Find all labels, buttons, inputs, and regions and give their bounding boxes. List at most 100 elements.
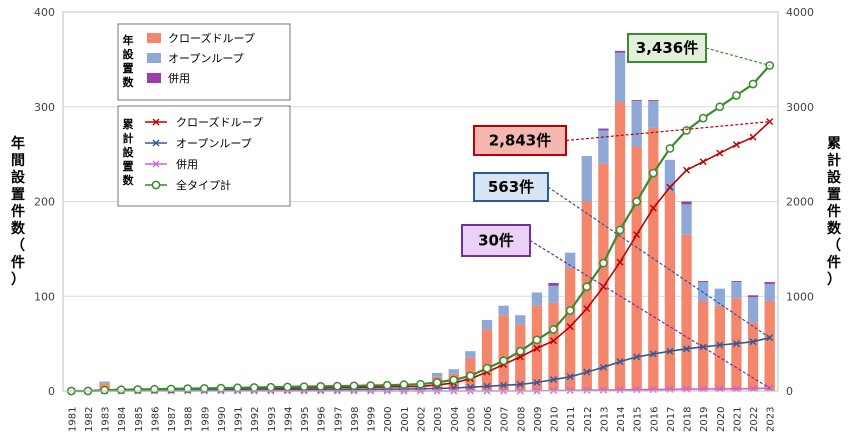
bar-segment xyxy=(515,315,526,325)
x-tick-label: 2023 xyxy=(766,407,777,432)
series-point xyxy=(550,337,558,345)
bar-segment xyxy=(681,204,692,235)
x-tick-label: 2003 xyxy=(433,407,444,432)
series-point xyxy=(666,347,674,355)
legend-label: クローズドループ xyxy=(176,115,263,129)
legend-label: 全タイプ計 xyxy=(176,178,231,192)
x-tick-label: 1998 xyxy=(350,407,361,432)
series-point xyxy=(582,282,592,292)
bar-segment xyxy=(731,282,742,299)
bar-segment xyxy=(747,297,759,323)
bar-segment xyxy=(648,100,659,102)
x-tick-label: 2020 xyxy=(716,407,727,432)
series-point xyxy=(316,382,326,391)
bar-segment xyxy=(747,322,759,391)
series-point xyxy=(416,379,425,389)
x-tick-label: 1992 xyxy=(250,407,261,432)
y-left-tick-label: 300 xyxy=(34,101,55,114)
cumulative-legend-title: 設 xyxy=(123,145,135,159)
y-left-axis-title: 件 xyxy=(11,203,25,220)
series-point xyxy=(566,373,574,381)
series-point xyxy=(599,386,607,394)
series-point xyxy=(716,149,724,157)
bar-segment xyxy=(548,302,559,391)
series-point xyxy=(532,335,542,345)
cumulative-legend-title: 計 xyxy=(123,131,134,145)
y-right-axis-title: （ xyxy=(827,238,841,254)
legend-swatch xyxy=(147,53,161,63)
series-point xyxy=(616,358,624,366)
series-point xyxy=(649,350,657,358)
bar-segment xyxy=(531,292,543,306)
bar-segment xyxy=(581,201,592,391)
bar-segment xyxy=(564,252,576,268)
series-point xyxy=(633,231,641,239)
callout-box xyxy=(473,172,549,202)
legend-marker xyxy=(151,180,161,190)
x-tick-label: 2022 xyxy=(749,407,760,432)
series-point xyxy=(648,168,658,178)
bar-segment xyxy=(648,101,659,128)
series-point xyxy=(749,133,757,141)
y-right-tick-label: 1000 xyxy=(786,290,814,303)
y-right-axis-title: 計 xyxy=(827,152,841,169)
x-tick-label: 2014 xyxy=(616,407,627,432)
bar-segment xyxy=(481,329,493,391)
series-point xyxy=(766,118,774,126)
bar-segment xyxy=(714,305,725,391)
legend-marker xyxy=(152,160,160,168)
bar-segment xyxy=(631,101,642,147)
series-point xyxy=(533,378,541,386)
series-point xyxy=(116,385,126,395)
series-point xyxy=(482,363,492,373)
cumulative-legend-title: 数 xyxy=(123,173,135,187)
x-tick-label: 1997 xyxy=(333,407,344,432)
series-point xyxy=(499,356,508,366)
callout-box xyxy=(473,125,567,156)
bar-segment xyxy=(99,381,110,384)
x-tick-label: 1996 xyxy=(317,407,328,432)
y-left-tick-label: 400 xyxy=(34,6,55,19)
series-point xyxy=(366,381,375,390)
y-right-axis-title: 件 xyxy=(827,254,841,271)
series-point xyxy=(516,380,524,388)
series-point xyxy=(616,258,624,266)
series-point xyxy=(616,386,624,394)
series-point xyxy=(649,204,657,212)
callout-label: 563件 xyxy=(488,178,534,196)
series-point xyxy=(583,305,591,313)
series-point xyxy=(150,384,159,394)
series-point xyxy=(715,102,725,112)
y-right-tick-label: 4000 xyxy=(786,6,814,19)
y-right-axis-title: 設 xyxy=(827,169,842,186)
bar-segment xyxy=(548,285,559,303)
x-tick-label: 1986 xyxy=(150,407,161,432)
x-tick-label: 1993 xyxy=(267,407,278,432)
bar-segment xyxy=(631,100,642,102)
x-tick-label: 1985 xyxy=(134,407,145,432)
x-tick-label: 2005 xyxy=(466,407,477,432)
x-tick-label: 2008 xyxy=(516,407,527,432)
x-tick-label: 1984 xyxy=(117,407,128,432)
series-point xyxy=(583,368,591,376)
x-tick-label: 1987 xyxy=(167,407,178,432)
callout-box xyxy=(461,224,531,257)
series-point xyxy=(599,283,607,291)
annual-legend-title: 置 xyxy=(123,62,134,75)
bar-segment xyxy=(614,50,626,53)
legend-label: オープンループ xyxy=(168,52,244,65)
x-tick-label: 1981 xyxy=(67,407,78,432)
callout-box xyxy=(627,33,707,63)
y-right-tick-label: 3000 xyxy=(786,101,814,114)
x-tick-label: 2002 xyxy=(417,407,428,432)
bar-segment xyxy=(498,305,509,316)
y-right-axis-title: ） xyxy=(827,272,841,288)
legend-marker xyxy=(152,118,160,126)
plot-frame xyxy=(62,11,779,392)
x-tick-label: 1982 xyxy=(84,407,95,432)
callout-leader xyxy=(565,121,770,142)
y-left-tick-label: 0 xyxy=(48,385,55,398)
series-point xyxy=(249,383,259,392)
annual-legend-title: 年 xyxy=(123,33,134,47)
